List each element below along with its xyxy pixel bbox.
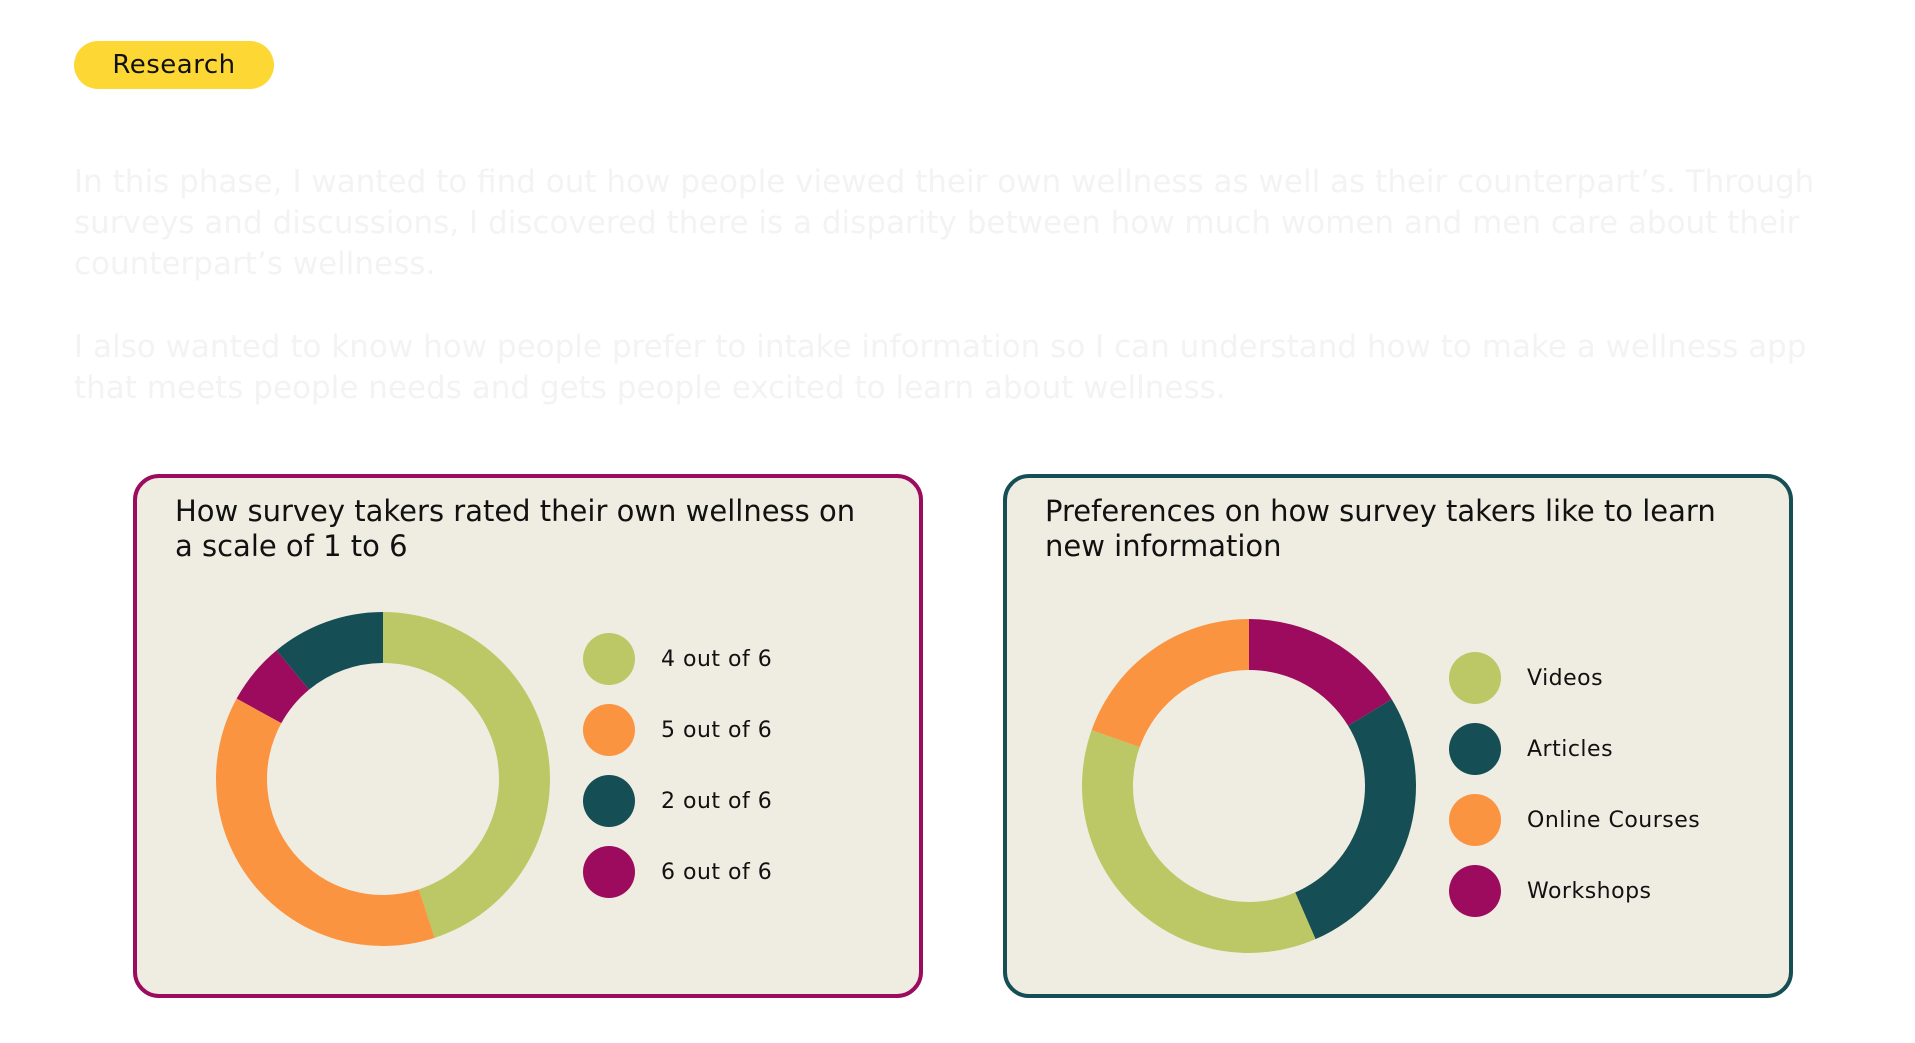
donut-slice-online-courses: [1091, 619, 1249, 748]
chart-title: Preferences on how survey takers like to…: [1045, 494, 1716, 563]
legend-label: Online Courses: [1527, 807, 1701, 833]
donut-slice-6-out-of-6: [236, 650, 310, 724]
legend-swatch: [583, 846, 635, 898]
intro-text: In this phase, I wanted to find out how …: [74, 162, 1834, 451]
donut-slice-videos: [1082, 730, 1316, 953]
intro-paragraph-1: In this phase, I wanted to find out how …: [74, 164, 1815, 282]
legend-item: 4 out of 6: [583, 633, 772, 685]
donut-slice-2-out-of-6: [276, 612, 383, 690]
donut-slice-4-out-of-6: [383, 612, 550, 938]
legend-swatch: [583, 633, 635, 685]
intro-paragraph-2: I also wanted to know how people prefer …: [74, 329, 1807, 406]
legend-label: 4 out of 6: [661, 646, 773, 672]
legend-label: Articles: [1527, 736, 1614, 762]
legend-label: Videos: [1527, 665, 1604, 691]
donut-slice-workshops: [1249, 619, 1392, 726]
wellness-legend: 4 out of 6 5 out of 6 2 out of 6 6 out o…: [583, 633, 772, 917]
wellness-rating-card: How survey takers rated their own wellne…: [133, 474, 923, 998]
legend-swatch: [1449, 794, 1501, 846]
legend-item: Workshops: [1449, 865, 1700, 917]
legend-swatch: [1449, 865, 1501, 917]
legend-swatch: [1449, 723, 1501, 775]
donut-slice-articles: [1295, 699, 1416, 940]
legend-label: 6 out of 6: [661, 859, 773, 885]
chart-title: How survey takers rated their own wellne…: [175, 494, 856, 563]
donut-slice-5-out-of-6: [215, 698, 435, 946]
learning-donut-chart: [1082, 619, 1416, 953]
legend-item: Videos: [1449, 652, 1700, 704]
legend-swatch: [1449, 652, 1501, 704]
legend-item: Articles: [1449, 723, 1700, 775]
legend-item: 2 out of 6: [583, 775, 772, 827]
legend-swatch: [583, 704, 635, 756]
wellness-donut-chart: [215, 612, 550, 946]
legend-item: Online Courses: [1449, 794, 1700, 846]
legend-item: 6 out of 6: [583, 846, 772, 898]
section-tag-research: Research: [74, 41, 274, 89]
learning-preferences-card: Preferences on how survey takers like to…: [1003, 474, 1793, 998]
legend-label: 2 out of 6: [661, 788, 773, 814]
legend-label: Workshops: [1527, 878, 1652, 904]
legend-item: 5 out of 6: [583, 704, 772, 756]
legend-label: 5 out of 6: [661, 717, 773, 743]
legend-swatch: [583, 775, 635, 827]
learning-legend: Videos Articles Online Courses Workshops: [1449, 652, 1700, 936]
